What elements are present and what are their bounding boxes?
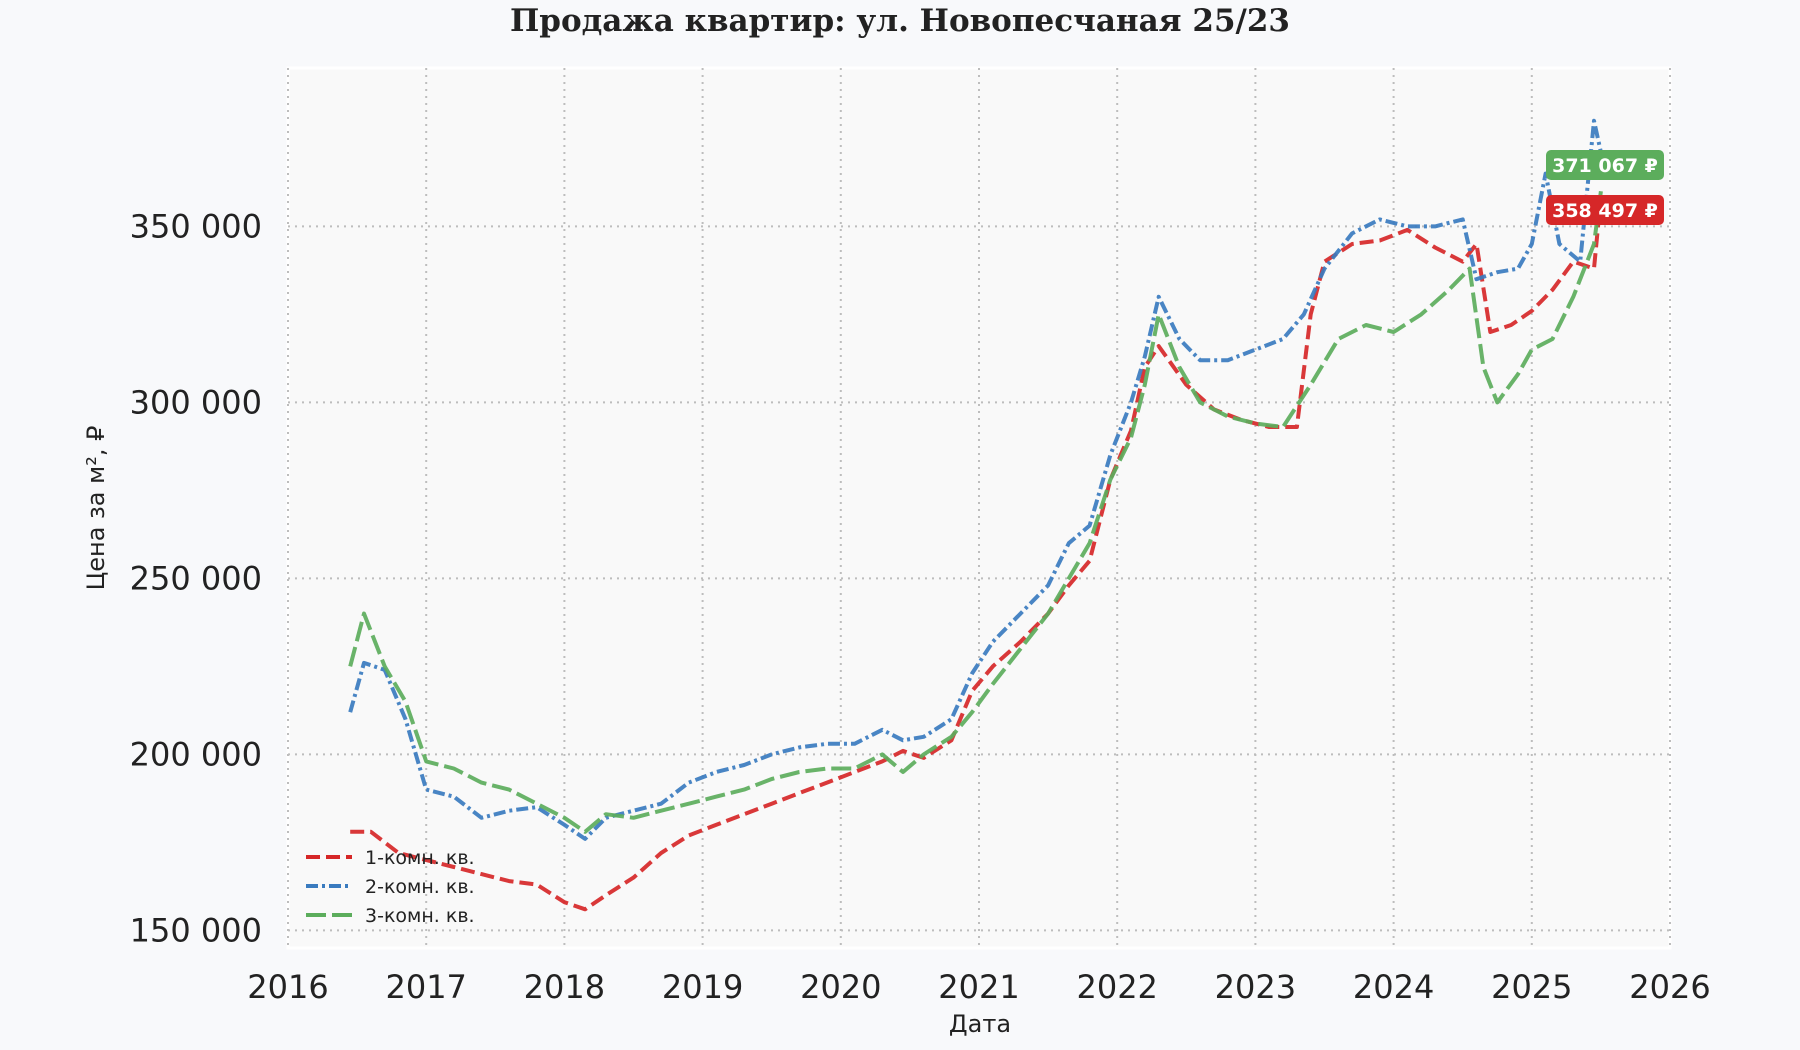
y-tick-label: 250 000 [130,559,262,597]
y-tick-label: 300 000 [130,383,262,421]
legend-item-1: 1-комн. кв. [306,847,475,869]
x-axis-label: Дата [949,1010,1011,1038]
x-tick-label: 2024 [1353,968,1434,1006]
end-label-3: 371 067 ₽ [1546,150,1664,180]
legend-label: 3-комн. кв. [365,905,475,927]
y-tick-labels: 150 000 200 000 250 000 300 000 350 000 [130,207,262,949]
chart-title: Продажа квартир: ул. Новопесчаная 25/23 [510,3,1290,39]
x-tick-label: 2022 [1076,968,1157,1006]
series-line-3 [348,190,1603,834]
x-tick-label: 2016 [247,968,328,1006]
x-tick-label: 2020 [800,968,881,1006]
x-tick-label: 2018 [524,968,605,1006]
legend: 1-комн. кв. 2-комн. кв. 3-комн. кв. [306,847,475,927]
x-tick-label: 2025 [1491,968,1572,1006]
series-layer [348,118,1603,912]
y-tick-label: 350 000 [130,207,262,245]
legend-item-2: 2-комн. кв. [306,876,475,898]
x-tick-labels: 2016 2017 2018 2019 2020 2021 2022 2023 2024 2025… [247,968,1710,1006]
series-line-1 [350,196,1603,912]
x-tick-label: 2019 [662,968,743,1006]
end-label-text: 371 067 ₽ [1552,155,1658,177]
end-label-1: 358 497 ₽ [1546,195,1664,225]
legend-item-3: 3-комн. кв. [306,905,475,927]
x-tick-label: 2021 [938,968,1019,1006]
series-line-2 [348,118,1603,841]
x-tick-label: 2023 [1215,968,1296,1006]
y-tick-label: 150 000 [130,911,262,949]
x-tick-label: 2026 [1629,968,1710,1006]
x-tick-label: 2017 [385,968,466,1006]
y-axis-label: Цена за м², ₽ [82,426,110,591]
legend-label: 1-комн. кв. [365,847,475,869]
y-tick-label: 200 000 [130,735,262,773]
legend-label: 2-комн. кв. [365,876,475,898]
plot-area [286,66,1672,950]
end-value-labels: 358 497 ₽ 371 067 ₽ [1546,150,1664,225]
end-label-text: 358 497 ₽ [1552,200,1658,222]
end-label-box [1546,195,1664,225]
end-label-box [1546,150,1664,180]
